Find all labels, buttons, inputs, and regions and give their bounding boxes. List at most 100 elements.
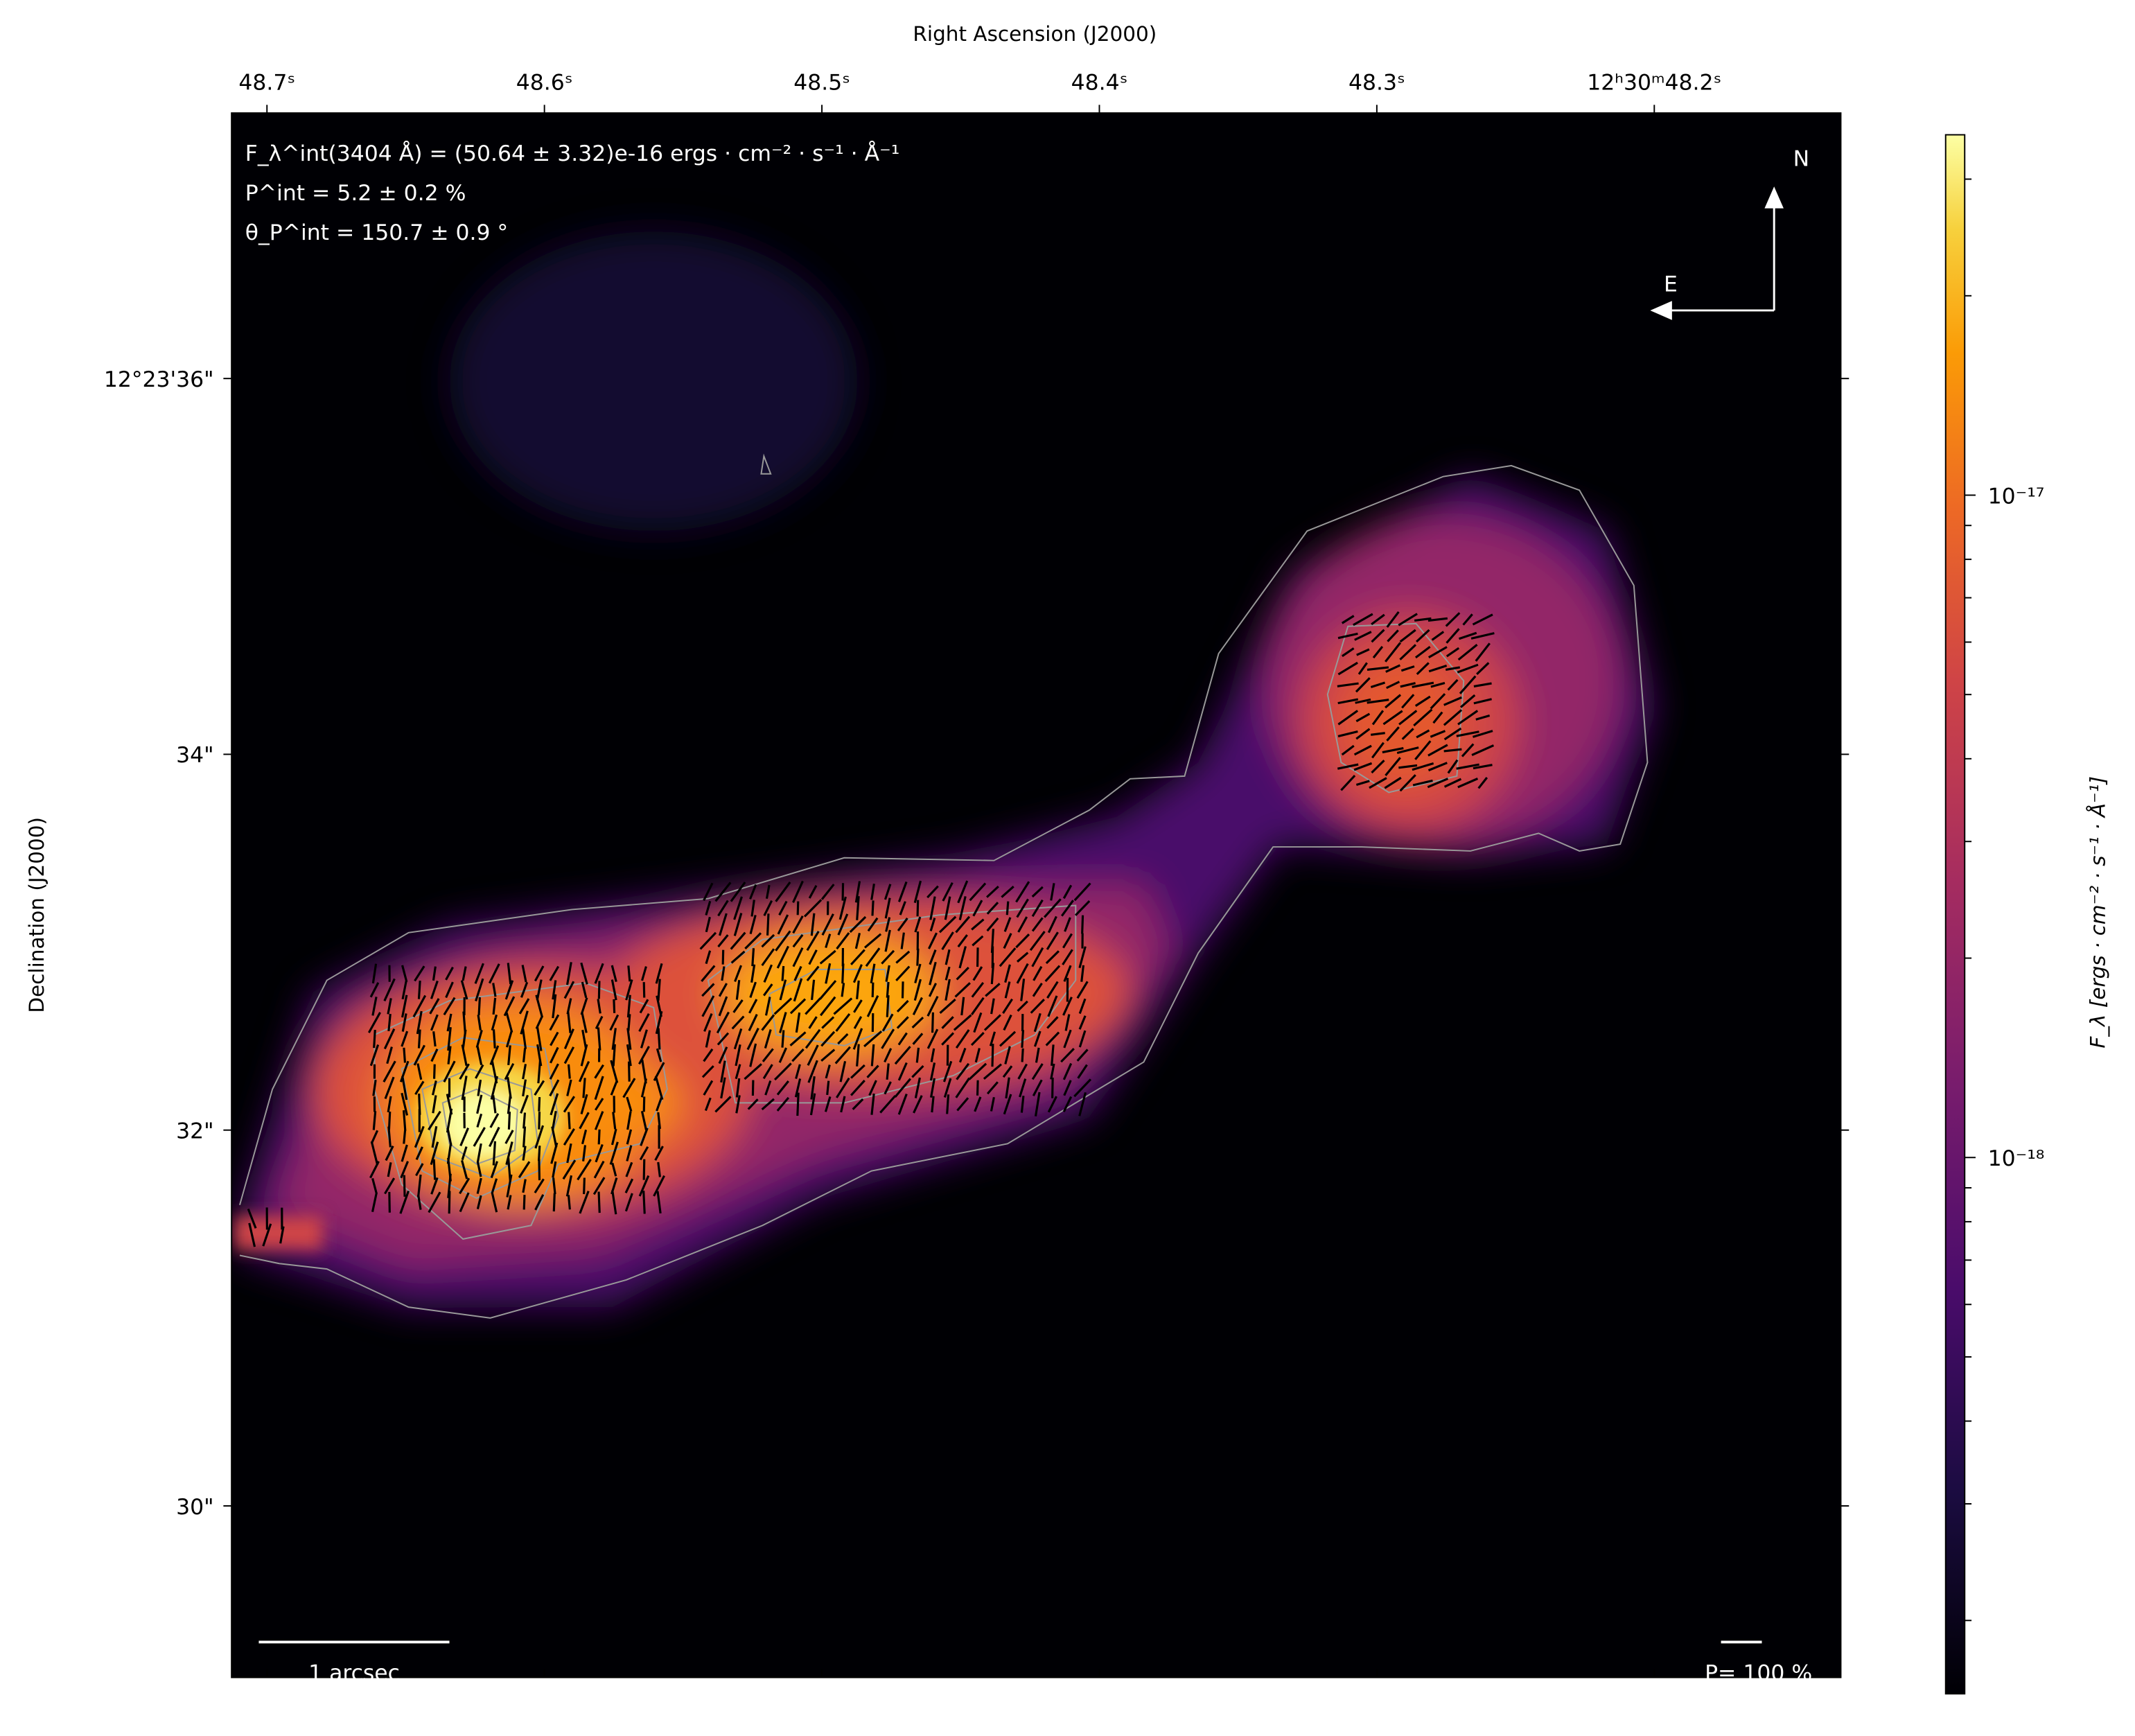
polarization-vector [639, 1146, 649, 1161]
polarization-vector [850, 1064, 866, 1079]
polarization-vector [522, 1048, 527, 1062]
polarization-vector [1432, 711, 1443, 724]
polarization-vector [765, 884, 771, 900]
polarization-vector [461, 1159, 468, 1180]
x-tick-label: 48.3ˢ [1348, 71, 1405, 96]
angle-annotation: θ_P^int = 150.7 ± 0.9 ° [245, 220, 508, 245]
polarization-vector [990, 963, 995, 985]
polarization-vector [793, 965, 802, 981]
polarization-vector [401, 994, 408, 1018]
colorbar-ticks: 10⁻¹⁷ 10⁻¹⁸ [1965, 178, 2045, 1622]
polarization-vector [1031, 917, 1044, 932]
polarization-vector [1371, 742, 1385, 759]
polarization-vector [1081, 915, 1084, 934]
polarization-vector [387, 1126, 392, 1148]
polarization-vector [714, 1096, 732, 1113]
polarization-vector [808, 949, 818, 965]
polarization-vector [387, 1162, 392, 1177]
colorbar-tick-label: 10⁻¹⁸ [1988, 1146, 2045, 1171]
polarization-vector [1046, 931, 1059, 950]
polarization-vector [459, 1063, 470, 1080]
polarization-vector [1428, 646, 1448, 658]
polarization-vector [999, 1031, 1017, 1047]
polarization-vector [1355, 677, 1371, 693]
polarization-vector [1412, 681, 1434, 688]
polarization-vector [1002, 998, 1013, 1015]
polarization-vector [1021, 1030, 1025, 1048]
polarization-vector [1337, 710, 1359, 726]
polarization-vector [886, 995, 890, 1017]
polarization-vector [626, 1096, 633, 1112]
polarization-vector [401, 1144, 408, 1162]
polarization-vector [929, 918, 936, 931]
polarization-vector [1080, 965, 1085, 982]
polarization-vector [1382, 747, 1404, 754]
polarization-vector [913, 880, 922, 904]
polarization-vector [805, 1028, 821, 1049]
polarization-vector [764, 997, 771, 1016]
polarization-vector [401, 1031, 409, 1047]
polarization-vector [476, 1113, 483, 1128]
polarization-vector [1078, 1015, 1087, 1030]
polarization-vector [1401, 728, 1414, 740]
polarization-vector [1046, 1016, 1059, 1029]
polarization-vector [721, 966, 726, 981]
polarization-vector [534, 1194, 545, 1211]
polarization-vector [549, 1063, 559, 1080]
polarization-vector [507, 963, 512, 985]
polarization-vector [773, 997, 793, 1015]
polarization-vector [853, 1016, 863, 1029]
polarization-vector [399, 1190, 410, 1214]
polarization-vector [1355, 698, 1371, 704]
polarization-vector [627, 1061, 631, 1082]
polarization-vector [477, 1079, 482, 1096]
polarization-vector [1443, 709, 1463, 726]
polarization-vector [522, 1064, 527, 1080]
polarization-vector [385, 1146, 394, 1161]
polarization-vector [1355, 712, 1371, 723]
polarization-vector [1032, 1079, 1043, 1097]
polarization-vector [655, 1010, 663, 1035]
polarization-vector [825, 963, 832, 984]
polarization-vector [735, 1064, 741, 1080]
polarization-vector [701, 995, 715, 1017]
polarization-vector [819, 949, 836, 965]
polarization-vector [775, 881, 791, 902]
polarization-vector [534, 1178, 545, 1194]
polarization-vector [417, 1194, 422, 1210]
polarization-vector [473, 1127, 486, 1147]
polarization-vector [764, 1080, 772, 1096]
polarization-vector [566, 998, 572, 1015]
polarization-vector [656, 1048, 662, 1062]
polarization-vector [986, 1081, 999, 1095]
polarization-vector [705, 950, 712, 965]
polarization-vector [522, 1112, 527, 1129]
polarization-vector [1064, 917, 1071, 932]
polarization-vector [1414, 740, 1432, 760]
polarization-vector [894, 1046, 911, 1065]
polarization-vector [943, 1078, 952, 1098]
polarization-vector [1340, 775, 1356, 791]
polarization-vector [1353, 613, 1373, 626]
polarization-vector [1003, 1094, 1012, 1115]
polarization-vector [763, 900, 773, 917]
north-arrow-icon [1764, 186, 1784, 209]
polarization-vector [522, 1126, 527, 1148]
polarization-vector [565, 962, 572, 985]
polarization-vector [1020, 1096, 1025, 1113]
polarization-vector [1472, 613, 1493, 626]
polarization-vector [1456, 763, 1479, 770]
polarization-vector [475, 978, 484, 1001]
polarization-vector [871, 900, 875, 916]
polarization-vector [1401, 694, 1415, 709]
polarization-vector [1016, 898, 1029, 918]
polarization-vector [581, 1129, 588, 1145]
polarization-vector [986, 902, 999, 915]
polarization-vector [958, 1047, 967, 1063]
polarization-vector [417, 980, 421, 999]
polarization-vector [792, 880, 804, 903]
polarization-vector [703, 882, 714, 902]
polarization-vector [1003, 933, 1012, 949]
polarization-vector [1078, 998, 1087, 1015]
polarization-vector [518, 1161, 531, 1178]
